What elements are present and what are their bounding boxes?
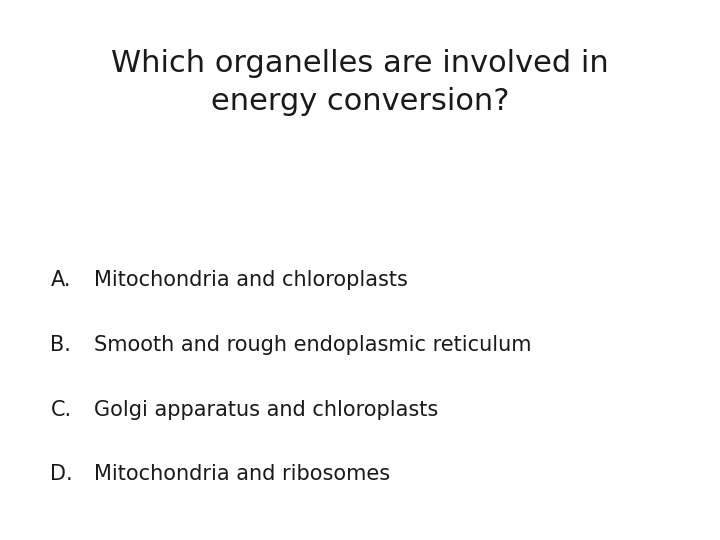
Text: Which organelles are involved in
energy conversion?: Which organelles are involved in energy … (111, 49, 609, 116)
Text: B.: B. (50, 335, 71, 355)
Text: C.: C. (50, 400, 71, 420)
Text: Smooth and rough endoplasmic reticulum: Smooth and rough endoplasmic reticulum (94, 335, 531, 355)
Text: Mitochondria and ribosomes: Mitochondria and ribosomes (94, 464, 390, 484)
Text: D.: D. (50, 464, 73, 484)
Text: A.: A. (50, 270, 71, 290)
Text: Golgi apparatus and chloroplasts: Golgi apparatus and chloroplasts (94, 400, 438, 420)
Text: Mitochondria and chloroplasts: Mitochondria and chloroplasts (94, 270, 408, 290)
